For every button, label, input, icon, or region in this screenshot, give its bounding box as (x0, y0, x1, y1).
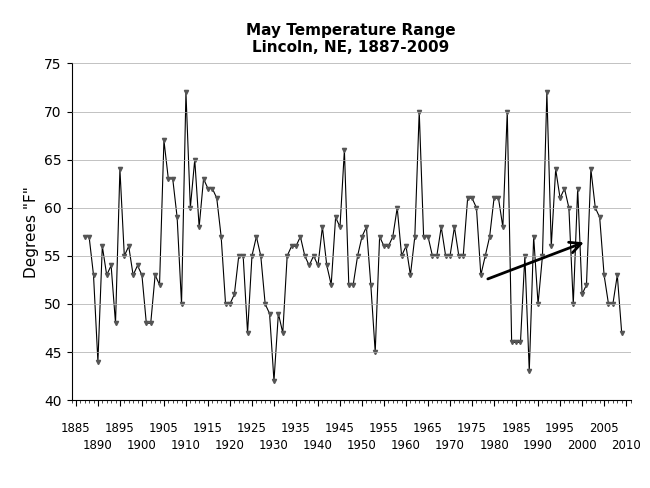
Text: 1900: 1900 (127, 439, 157, 452)
Text: 1890: 1890 (83, 439, 113, 452)
Text: 2005: 2005 (590, 423, 619, 435)
Text: 1885: 1885 (61, 423, 91, 435)
Text: 1960: 1960 (391, 439, 421, 452)
Text: 1980: 1980 (479, 439, 509, 452)
Text: 1895: 1895 (105, 423, 135, 435)
Text: 1985: 1985 (501, 423, 531, 435)
Text: 1945: 1945 (325, 423, 355, 435)
Text: 1930: 1930 (259, 439, 289, 452)
Text: 2010: 2010 (611, 439, 641, 452)
Text: 1975: 1975 (457, 423, 487, 435)
Text: 1995: 1995 (545, 423, 575, 435)
Text: 1935: 1935 (281, 423, 311, 435)
Text: 1910: 1910 (171, 439, 201, 452)
Text: 1905: 1905 (149, 423, 179, 435)
Y-axis label: Degrees "F": Degrees "F" (23, 186, 38, 278)
Title: May Temperature Range
Lincoln, NE, 1887-2009: May Temperature Range Lincoln, NE, 1887-… (246, 23, 456, 55)
Text: 1970: 1970 (435, 439, 465, 452)
Text: 1965: 1965 (413, 423, 443, 435)
Text: 1955: 1955 (369, 423, 399, 435)
Text: 1925: 1925 (237, 423, 267, 435)
Text: 1990: 1990 (523, 439, 553, 452)
Text: 1940: 1940 (303, 439, 333, 452)
Text: 1915: 1915 (193, 423, 223, 435)
Text: 1920: 1920 (215, 439, 245, 452)
Text: 1950: 1950 (347, 439, 377, 452)
Text: 2000: 2000 (567, 439, 597, 452)
